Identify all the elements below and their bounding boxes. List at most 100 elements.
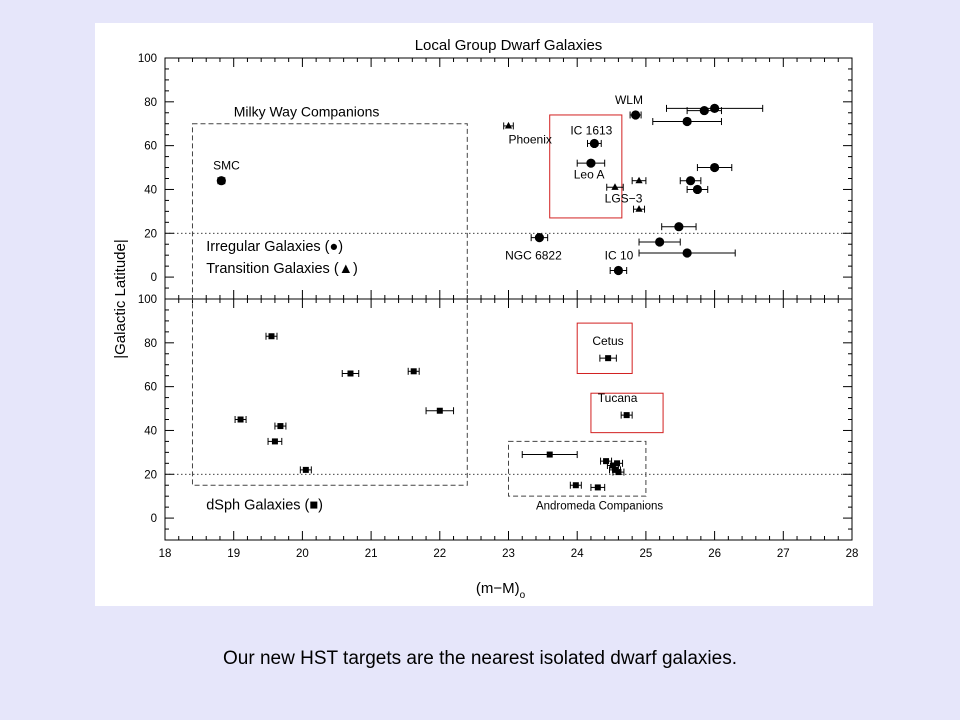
circle-marker [216,176,226,186]
y-axis-label: |Galactic Latitude| [112,239,129,359]
y-tick-label: 100 [138,53,157,65]
circle-marker [630,110,641,120]
square-marker [237,416,244,423]
x-tick-label: 28 [846,548,859,560]
square-marker [594,484,601,491]
square-data-point [341,369,360,377]
circle-data-point [587,138,602,149]
circle-data-point [216,176,226,186]
andromeda-companions-box [508,440,647,497]
y-tick-label: 0 [151,513,157,525]
chart: Local Group Dwarf Galaxies 0 20 40 60 80 100 0 2… [112,37,859,601]
triangle-marker [635,176,643,184]
circle-data-point [638,248,736,258]
circle-data-point [609,265,628,276]
circle-marker [655,237,665,247]
slide-caption: Our new HST targets are the nearest isol… [223,648,737,669]
x-tick-label: 25 [640,548,653,560]
y-tick-label: 40 [144,184,157,196]
square-marker [609,462,616,469]
square-marker [623,412,630,419]
y-tick-label: 20 [144,228,157,240]
galaxy-label: NGC 6822 [505,249,562,263]
circle-data-point [686,184,709,195]
circle-data-point [530,233,549,243]
square-data-point [265,332,278,340]
y-tick-label: 80 [144,97,157,109]
circle-marker [710,103,720,113]
square-marker [268,333,275,340]
y-tick-label: 40 [144,425,157,437]
x-tick-label: 24 [571,548,584,560]
triangle-data-point [606,183,624,191]
square-marker [614,460,621,467]
square-marker [572,482,579,489]
x-tick-label: 26 [708,548,721,560]
square-marker [271,438,278,445]
circle-data-point [666,103,764,113]
square-data-point [234,416,247,423]
circle-data-point [638,237,681,247]
circle-marker [685,176,696,186]
circle-marker [682,116,692,127]
galaxy-label: WLM [615,93,643,107]
square-marker [277,423,284,430]
square-data-point [299,466,312,474]
x-tick-label: 23 [502,548,515,560]
circle-marker [613,265,624,276]
circle-marker [534,233,545,243]
square-data-point [425,407,455,415]
x-tick-label: 27 [777,548,790,560]
circle-marker [589,138,599,149]
square-data-point [612,468,625,476]
highlight-box-2 [576,322,633,374]
square-marker [605,355,612,362]
triangle-marker [635,205,643,212]
square-data-point [407,367,420,375]
circle-data-point [652,116,722,127]
square-data-point [569,481,582,489]
y-tick-label: 80 [144,338,157,350]
y-tick-label: 100 [138,294,157,306]
x-tick-label: 22 [433,548,446,560]
square-data-point [600,457,613,465]
chart-title: Local Group Dwarf Galaxies [415,37,603,54]
galaxy-label: Cetus [592,334,623,348]
galaxy-label: IC 1613 [570,124,612,138]
square-marker [546,451,553,458]
square-marker [436,407,443,414]
milky-way-companions-box [191,123,468,486]
square-marker [347,370,354,377]
circle-data-point [696,162,733,173]
triangle-data-point [633,205,646,213]
galaxy-label: Leo A [574,168,605,182]
circle-data-point [629,110,642,120]
y-tick-label: 0 [151,272,157,284]
x-tick-label: 18 [159,548,172,560]
square-marker [302,466,309,473]
x-axis-label: (m−M)o [476,580,526,601]
square-data-point [274,422,287,430]
legend-entry-top-1: Irregular Galaxies (●) [206,239,343,255]
milky-way-companions-label: Milky Way Companions [234,104,380,120]
triangle-data-point [503,121,514,130]
legend-entry-top-2: Transition Galaxies (▲) [206,261,358,277]
galaxy-label: Phoenix [509,132,552,146]
figure-panel: Local Group Dwarf Galaxies 0 20 40 60 80 100 0 2… [95,23,873,606]
triangle-marker [504,121,513,129]
square-marker [611,466,618,473]
galaxy-label: Andromeda Companions [536,500,663,512]
galaxy-label: SMC [213,159,240,173]
circle-marker [586,158,596,168]
legend-entry-bottom: dSph Galaxies (■) [206,497,323,513]
square-data-point [599,354,617,362]
x-tick-label: 21 [365,548,378,560]
circle-marker [692,184,703,195]
square-marker [410,368,417,375]
circle-data-point [661,222,697,232]
square-data-point [590,483,606,491]
square-data-point [620,411,633,419]
circle-marker [699,105,709,116]
galaxy-label: LGS−3 [605,192,643,206]
square-data-point [267,437,283,445]
